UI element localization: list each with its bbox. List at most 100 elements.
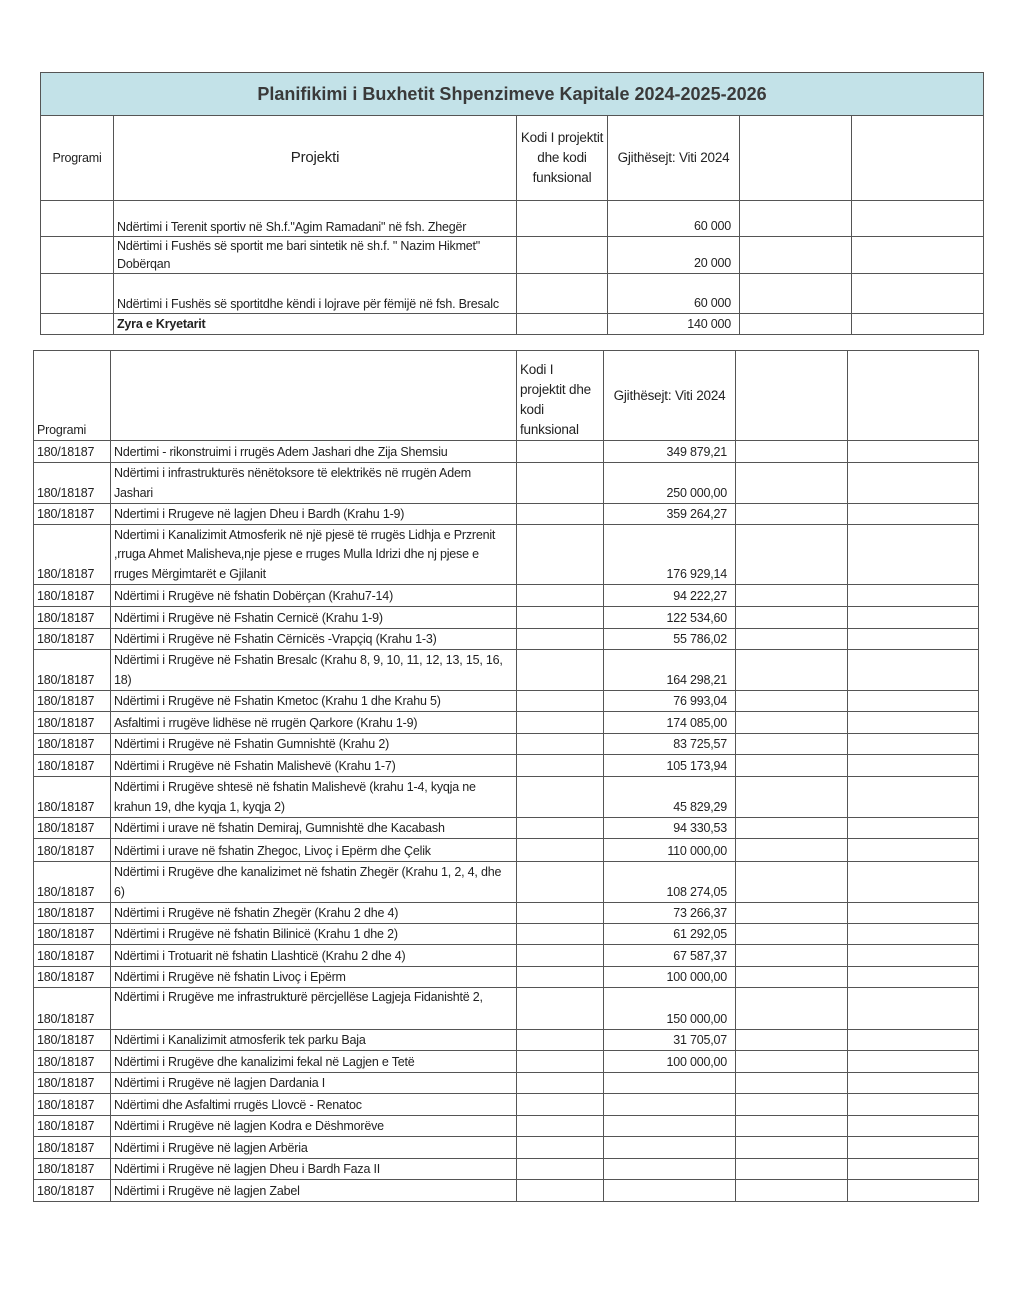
empty-cell [847,711,979,734]
empty-cell [735,861,848,903]
empty-cell [735,462,848,504]
empty-cell [735,944,848,967]
cell-projekti: Ndërtimi i Rrugëve në Fshatin Bresalc (K… [110,649,517,691]
empty-cell [847,861,979,903]
cell-vlera: 164 298,21 [603,649,736,691]
cell-kodi [516,649,604,691]
cell-programi: 180/18187 [33,923,111,945]
cell-projekti: Ndërtimi i Rrugëve në lagjen Dheu i Bard… [110,1158,517,1180]
empty-cell [735,838,848,862]
empty-cell [735,1158,848,1180]
cell-programi: 180/18187 [33,462,111,504]
table-row: Ndërtimi i Terenit sportiv në Sh.f."Agim… [40,200,985,237]
cell-vlera [603,1115,736,1137]
cell-programi: 180/18187 [33,628,111,650]
table-row: 180/18187 Ndërtimi i Trotuarit në fshati… [33,944,979,967]
cell-kodi [516,236,608,274]
cell-vlera: 250 000,00 [603,462,736,504]
cell-kodi [516,776,604,818]
cell-vlera: 60 000 [607,273,740,314]
empty-cell [847,1136,979,1159]
empty-cell [735,987,848,1030]
empty-cell [847,1093,979,1116]
cell-kodi [516,606,604,629]
cell-vlera: 20 000 [607,236,740,274]
cell-kodi [516,966,604,988]
empty-cell [739,313,852,335]
cell-vlera: 176 929,14 [603,524,736,585]
table-row: 180/18187 Ndërtimi i Rrugëve në fshatin … [33,902,979,924]
cell-programi: 180/18187 [33,1029,111,1051]
cell-projekti: Ndërtimi i urave në fshatin Zhegoc, Livo… [110,838,517,862]
cell-vlera: 105 173,94 [603,754,736,777]
empty-cell [735,1072,848,1094]
cell-projekti: Ndertimi i Kanalizimit Atmosferik në një… [110,524,517,585]
table-row: 180/18187 Ndërtimi i Rrugëve dhe kanaliz… [33,861,979,903]
empty-cell [850,273,985,314]
empty-cell [847,987,979,1030]
empty-cell [735,649,848,691]
table-row: 180/18187 Asfaltimi i rrugëve lidhëse në… [33,711,979,734]
empty-cell [735,524,848,585]
empty-cell [850,313,985,335]
header-projekti [110,350,517,441]
empty-cell [847,440,979,463]
empty-cell [847,649,979,691]
header-empty [850,115,985,201]
empty-cell [847,606,979,629]
empty-cell [739,200,852,237]
cell-programi: 180/18187 [33,861,111,903]
cell-kodi [516,584,604,607]
cell-programi: 180/18187 [33,776,111,818]
cell-programi: 180/18187 [33,584,111,607]
cell-kodi [516,944,604,967]
cell-vlera: 61 292,05 [603,923,736,945]
cell-kodi [516,503,604,525]
cell-vlera: 67 587,37 [603,944,736,967]
cell-projekti: Ndërtimi i Rrugëve në fshatin Dobërçan (… [110,584,517,607]
empty-cell [850,200,985,237]
cell-kodi [516,524,604,585]
empty-cell [847,462,979,504]
empty-cell [735,776,848,818]
cell-kodi [516,440,604,463]
cell-programi: 180/18187 [33,711,111,734]
cell-kodi [516,628,604,650]
cell-programi: 180/18187 [33,1072,111,1094]
cell-programi: 180/18187 [33,606,111,629]
cell-projekti: Ndërtimi i Rrugëve në fshatin Bilinicë (… [110,923,517,945]
cell-programi: 180/18187 [33,503,111,525]
cell-programi: 180/18187 [33,649,111,691]
table-row: Ndërtimi i Fushës së sportitdhe këndi i … [40,273,985,314]
cell-programi: 180/18187 [33,1179,111,1202]
table-row: 180/18187 Ndërtimi i Rrugëve shtesë në f… [33,776,979,818]
empty-cell [735,1050,848,1073]
empty-cell [847,1179,979,1202]
empty-cell [847,733,979,755]
cell-kodi [516,733,604,755]
empty-cell [735,628,848,650]
table-row: 180/18187 Ndertimi - rikonstruimi i rrug… [33,440,979,463]
cell-projekti: Ndërtimi i Rrugëve në Fshatin Malishevë … [110,754,517,777]
cell-programi [40,200,114,237]
table-row: 180/18187 Ndërtimi dhe Asfaltimi rrugës … [33,1093,979,1116]
cell-kodi [516,462,604,504]
empty-cell [847,1158,979,1180]
cell-programi: 180/18187 [33,1050,111,1073]
empty-cell [735,966,848,988]
cell-vlera: 76 993,04 [603,690,736,712]
cell-programi: 180/18187 [33,1158,111,1180]
table-row: 180/18187 Ndërtimi i urave në fshatin De… [33,817,979,839]
cell-programi: 180/18187 [33,944,111,967]
cell-projekti: Asfaltimi i rrugëve lidhëse në rrugën Qa… [110,711,517,734]
header-empty [735,350,848,441]
table-row: 180/18187 Ndërtimi i Rrugëve dhe kanaliz… [33,1050,979,1073]
cell-programi: 180/18187 [33,690,111,712]
empty-cell [735,1115,848,1137]
cell-kodi [516,861,604,903]
cell-programi [40,273,114,314]
cell-vlera: 110 000,00 [603,838,736,862]
header-gjithesejt: Gjithësejt: Viti 2024 [607,115,740,201]
empty-cell [735,1029,848,1051]
cell-projekti: Ndërtimi i Rrugëve në Fshatin Gumnishtë … [110,733,517,755]
